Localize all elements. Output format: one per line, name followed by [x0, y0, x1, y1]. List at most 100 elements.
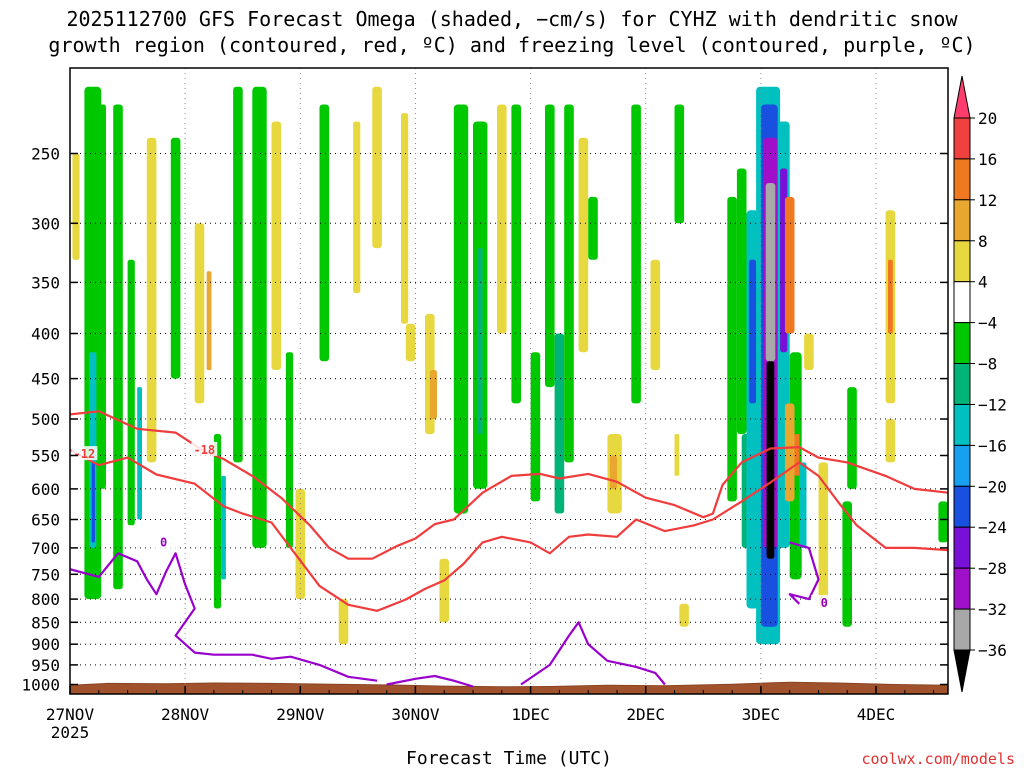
x-axis: 27NOV 28NOV 29NOV 30NOV 1DEC 2DEC 3DEC 4DEC: [46, 686, 935, 724]
y-tick-label: 750: [31, 565, 60, 584]
omega-cell: [194, 223, 205, 404]
colorbar-label: 12: [978, 191, 997, 210]
omega-cell: [372, 86, 382, 249]
x-year-label: 2025: [51, 723, 90, 742]
omega-cell: [98, 104, 106, 489]
y-tick-label: 850: [31, 613, 60, 632]
omega-cell: [885, 419, 896, 463]
omega-cell: [766, 361, 775, 559]
omega-cell: [338, 599, 349, 645]
colorbar-box: [953, 404, 971, 446]
y-tick-label: 600: [31, 480, 60, 499]
omega-cell: [588, 196, 598, 260]
colorbar-box: [953, 322, 971, 365]
colorbar-top-arrow: [953, 75, 971, 119]
omega-cell: [497, 104, 507, 334]
colorbar-label: 8: [978, 232, 988, 251]
omega-cell: [545, 104, 555, 388]
omega-cell: [353, 121, 361, 294]
omega-cell: [888, 259, 893, 334]
omega-cell: [799, 462, 807, 548]
colorbar: 20 16 12 8 4 −4 −8 −12 −16 −20 −24 −28 −32 −36: [953, 75, 1007, 693]
omega-cell: [554, 333, 565, 514]
omega-cell: [319, 104, 330, 362]
omega-cell: [938, 501, 948, 543]
red-contour-label-bg: [191, 441, 218, 456]
colorbar-label: −4: [978, 314, 997, 333]
y-tick-label: 450: [31, 370, 60, 389]
omega-cell: [609, 455, 617, 489]
x-tick-label: 3DEC: [742, 705, 781, 724]
red-contour-label: -18: [193, 443, 215, 457]
omega-cell: [578, 137, 589, 353]
chart-title-line-1: 2025112700 GFS Forecast Omega (shaded, −…: [66, 7, 958, 31]
colorbar-box: [953, 608, 971, 651]
purple-contour-line: [70, 552, 378, 682]
omega-cell: [736, 168, 747, 434]
omega-cell: [477, 248, 483, 434]
colorbar-box: [953, 363, 971, 405]
omega-cell: [206, 271, 212, 371]
omega-cell: [439, 558, 449, 623]
y-tick-label: 350: [31, 273, 60, 292]
omega-cell: [784, 196, 795, 334]
red-contour-label: -12: [74, 447, 96, 461]
x-tick-label: 28NOV: [161, 705, 210, 724]
purple-contour-label-bg: [150, 534, 177, 549]
colorbar-label: −32: [978, 600, 1007, 619]
red-contour-line: [70, 448, 948, 612]
colorbar-bottom-arrow: [953, 649, 971, 693]
colorbar-label: −24: [978, 518, 1007, 537]
ground-terrain-layer: [70, 681, 948, 694]
omega-cell: [137, 387, 142, 520]
y-tick-label: 1000: [21, 676, 60, 695]
x-axis-title: Forecast Time (UTC): [406, 748, 612, 768]
omega-cell: [530, 352, 541, 502]
colorbar-box: [953, 444, 971, 487]
omega-cell: [405, 323, 416, 362]
omega-cell: [674, 104, 685, 224]
colorbar-label: 20: [978, 109, 997, 128]
colorbar-box: [953, 567, 971, 610]
omega-shading-layer: [72, 86, 948, 645]
contour-layer: -18 -12 0 0: [70, 410, 948, 688]
omega-cell: [650, 259, 661, 370]
x-tick-label: 29NOV: [276, 705, 325, 724]
colorbar-label: 16: [978, 150, 997, 169]
omega-cell: [127, 259, 135, 526]
omega-cell: [113, 104, 123, 590]
omega-cell: [748, 259, 757, 404]
purple-contour-line: [386, 674, 474, 688]
y-tick-label: 650: [31, 511, 60, 530]
x-tick-label: 1DEC: [511, 705, 550, 724]
colorbar-label: −8: [978, 355, 997, 374]
purple-contour-label-bg: [811, 594, 838, 609]
x-tick-label: 4DEC: [857, 705, 896, 724]
x-tick-label: 30NOV: [391, 705, 440, 724]
y-tick-label: 400: [31, 325, 60, 344]
omega-cell: [72, 153, 80, 260]
omega-cell: [146, 137, 157, 463]
omega-cell: [233, 86, 243, 463]
x-tick-label: 2DEC: [626, 705, 665, 724]
colorbar-label: −20: [978, 477, 1007, 496]
y-tick-label: 250: [31, 145, 60, 164]
credit-text: coolwx.com/models: [861, 750, 1015, 768]
colorbar-box: [953, 281, 971, 324]
omega-cell: [679, 603, 689, 627]
omega-cell: [453, 104, 469, 514]
purple-contour-line: [520, 621, 666, 686]
omega-cell: [170, 137, 181, 379]
omega-cell: [847, 387, 857, 489]
purple-contour-label: 0: [160, 535, 167, 549]
purple-contour-label: 0: [821, 596, 828, 610]
omega-cell: [84, 86, 102, 600]
omega-cell: [842, 501, 852, 627]
omega-cell: [271, 121, 282, 370]
omega-cell: [429, 370, 437, 419]
omega-cell: [804, 333, 814, 370]
red-contour-line: [70, 410, 948, 560]
omega-cell: [784, 403, 795, 502]
y-tick-label: 950: [31, 656, 60, 675]
